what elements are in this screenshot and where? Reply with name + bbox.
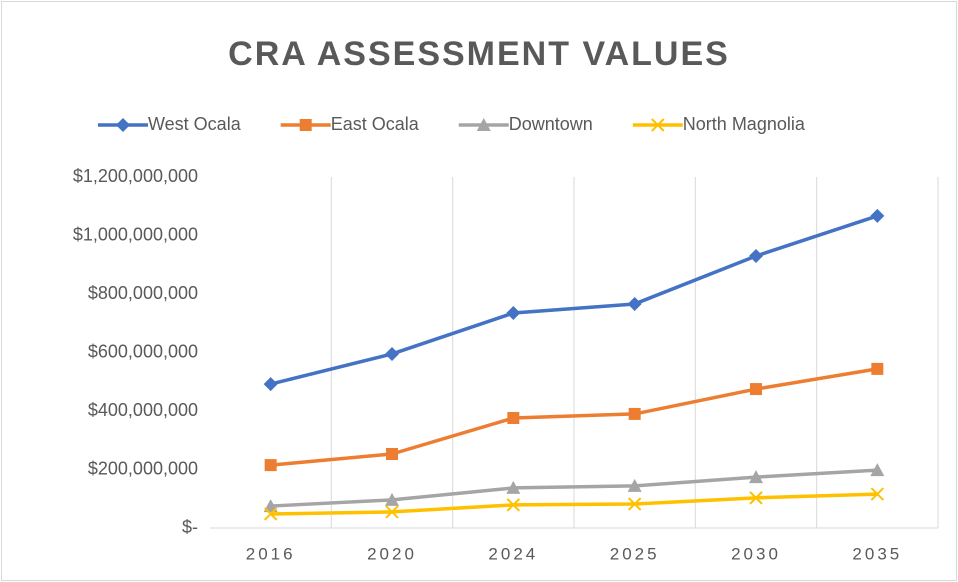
marker bbox=[749, 491, 763, 505]
marker bbox=[749, 248, 763, 263]
chart-title: CRA ASSESSMENT VALUES bbox=[228, 35, 730, 73]
y-tick-label: $1,000,000,000 bbox=[73, 224, 198, 244]
y-tick-label: $600,000,000 bbox=[88, 341, 198, 361]
x-tick-label: 2020 bbox=[367, 544, 417, 563]
x-tick-label: 2025 bbox=[610, 544, 660, 563]
x-tick-label: 2016 bbox=[246, 544, 296, 563]
marker bbox=[750, 383, 762, 396]
marker bbox=[506, 480, 521, 494]
marker bbox=[263, 507, 278, 521]
marker bbox=[386, 447, 398, 460]
legend-label: East Ocala bbox=[331, 114, 420, 134]
y-tick-label: $1,200,000,000 bbox=[73, 166, 198, 186]
y-tick-label: $800,000,000 bbox=[88, 283, 198, 303]
x-tick-label: 2035 bbox=[852, 544, 902, 563]
y-tick-label: $- bbox=[182, 517, 198, 537]
marker bbox=[871, 362, 884, 375]
marker bbox=[749, 470, 763, 484]
marker bbox=[476, 118, 491, 131]
marker bbox=[264, 459, 277, 472]
marker bbox=[385, 346, 399, 361]
series-line bbox=[270, 492, 878, 516]
marker bbox=[627, 497, 642, 511]
x-tick-label: 2024 bbox=[488, 544, 538, 563]
marker bbox=[870, 208, 885, 223]
series-line bbox=[270, 214, 878, 386]
marker bbox=[506, 498, 521, 512]
y-tick-label: $200,000,000 bbox=[88, 458, 198, 478]
x-tick-label: 2030 bbox=[731, 544, 781, 563]
legend-label: North Magnolia bbox=[683, 114, 806, 134]
marker bbox=[299, 119, 312, 131]
marker bbox=[627, 296, 642, 311]
legend-label: West Ocala bbox=[148, 114, 242, 134]
marker bbox=[385, 492, 399, 506]
marker bbox=[263, 499, 278, 513]
series-line bbox=[270, 468, 878, 508]
marker bbox=[116, 118, 130, 132]
y-tick-label: $400,000,000 bbox=[88, 400, 198, 420]
marker bbox=[651, 118, 665, 132]
marker bbox=[627, 478, 642, 492]
legend-label: Downtown bbox=[509, 114, 593, 134]
marker bbox=[263, 377, 278, 392]
series-line bbox=[270, 367, 878, 467]
marker bbox=[506, 306, 521, 321]
marker bbox=[385, 505, 399, 519]
marker bbox=[870, 463, 885, 477]
marker bbox=[507, 412, 520, 425]
marker bbox=[870, 487, 885, 501]
marker bbox=[628, 407, 641, 420]
